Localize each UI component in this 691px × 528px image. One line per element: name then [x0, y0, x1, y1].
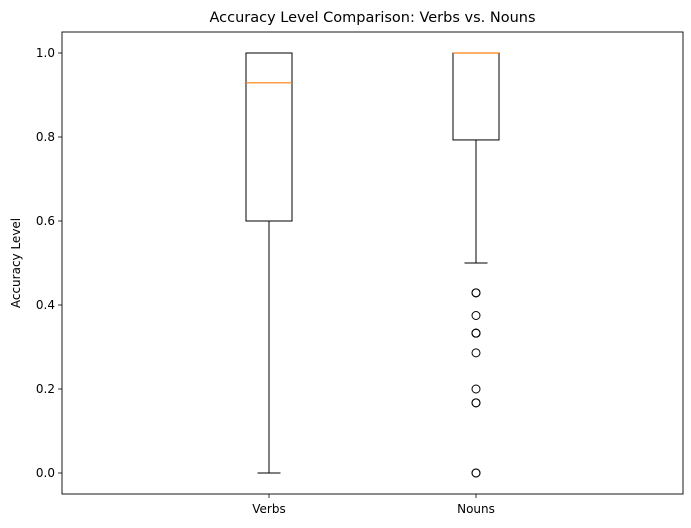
x-tick-label: Nouns	[457, 502, 495, 516]
outlier-point	[471, 398, 481, 408]
outlier-point	[471, 328, 481, 338]
box-verbs	[245, 52, 293, 474]
x-tick-label: Verbs	[252, 502, 285, 516]
outlier-point	[471, 288, 481, 298]
chart-title: Accuracy Level Comparison: Verbs vs. Nou…	[209, 10, 535, 26]
outlier-point	[471, 468, 481, 478]
plot-area: 0.0 0.2 0.4 0.6 0.8 1.0 Verbs Nouns	[36, 31, 684, 516]
y-tick-label: 0.0	[36, 466, 55, 480]
y-tick-label: 1.0	[36, 46, 55, 60]
outlier-point	[471, 384, 481, 394]
box-nouns	[452, 52, 500, 478]
y-tick-label: 0.4	[36, 298, 55, 312]
y-axis-label: Accuracy Level	[9, 218, 23, 308]
box-iqr	[245, 52, 293, 222]
outlier-point	[471, 348, 481, 358]
plot-frame	[61, 31, 684, 495]
y-tick-label: 0.6	[36, 214, 55, 228]
outlier-point	[471, 311, 481, 320]
y-tick-label: 0.2	[36, 382, 55, 396]
y-tick-label: 0.8	[36, 130, 55, 144]
